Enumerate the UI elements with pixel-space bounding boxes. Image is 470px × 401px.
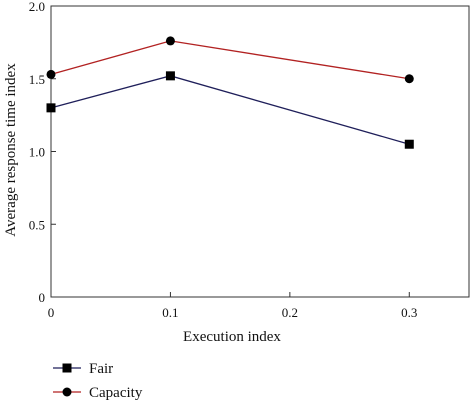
series-layer — [46, 36, 414, 149]
plot-frame — [50, 5, 470, 298]
series-line-capacity — [50, 40, 410, 80]
y-tick-label: 1.5 — [29, 72, 45, 87]
y-tick-label: 2.0 — [29, 0, 45, 14]
series-fair — [46, 71, 414, 149]
legend-label-capacity: Capacity — [89, 385, 143, 401]
data-point-fair — [165, 71, 175, 81]
y-axis-ticks: 0 0.5 1.0 1.5 2.0 — [29, 0, 56, 305]
legend-item-fair: Fair — [53, 361, 113, 377]
series-capacity — [46, 36, 414, 84]
data-point-fair — [404, 139, 414, 149]
data-point-capacity — [46, 69, 56, 79]
x-axis-label: Execution index — [183, 329, 281, 345]
x-axis-ticks: 0 0.1 0.2 0.3 — [48, 292, 417, 320]
x-tick-label: 0.2 — [282, 305, 298, 320]
y-tick-label: 0 — [39, 290, 46, 305]
y-tick-label: 0.5 — [29, 217, 45, 232]
y-axis-label: Average response time index — [3, 63, 19, 237]
x-tick-label: 0.1 — [162, 305, 178, 320]
legend-marker-fair — [62, 363, 72, 373]
data-point-fair — [46, 103, 56, 113]
y-tick-label: 1.0 — [29, 145, 45, 160]
series-line-fair — [50, 75, 410, 145]
legend-marker-capacity — [62, 387, 72, 397]
legend-item-capacity: Capacity — [53, 385, 143, 401]
x-tick-label: 0 — [48, 305, 55, 320]
legend: Fair Capacity — [53, 361, 143, 401]
x-tick-label: 0.3 — [401, 305, 417, 320]
data-point-capacity — [404, 74, 414, 84]
data-point-capacity — [165, 36, 175, 46]
legend-label-fair: Fair — [89, 361, 113, 377]
